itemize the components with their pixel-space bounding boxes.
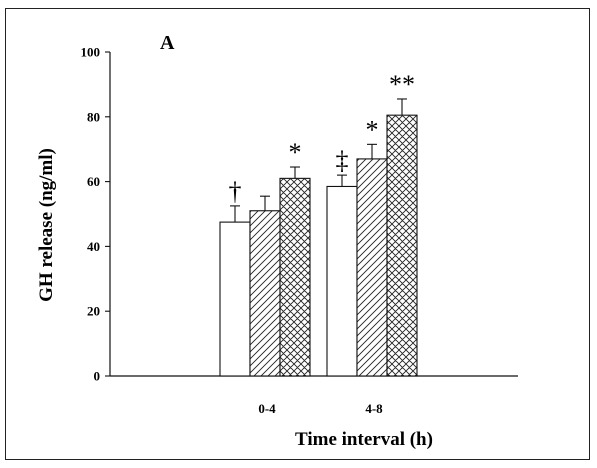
significance-marker: ** <box>389 70 415 99</box>
y-tick-label: 60 <box>87 174 100 189</box>
x-axis-label: Time interval (h) <box>295 429 433 450</box>
y-axis-label: GH release (ng/ml) <box>36 148 57 302</box>
significance-marker: ‡ <box>336 146 349 175</box>
y-tick-label: 20 <box>87 304 100 319</box>
bar <box>219 221 251 377</box>
y-axis: 0 20 40 60 80 100 <box>81 45 111 384</box>
panel-label: A <box>160 32 175 54</box>
y-tick-label: 100 <box>81 45 101 60</box>
significance-marker: † <box>229 177 242 206</box>
x-tick-label: 0-4 <box>258 401 276 416</box>
x-tick-label: 4-8 <box>365 401 383 416</box>
y-tick-label: 40 <box>87 239 100 254</box>
y-tick-label: 0 <box>94 369 101 384</box>
x-axis: 0-4 4-8 <box>110 375 518 416</box>
figure-frame <box>5 8 590 460</box>
bars-group: †* ‡*** <box>219 70 418 377</box>
significance-marker: * <box>289 138 302 167</box>
bar <box>326 185 358 377</box>
bar <box>249 210 281 377</box>
bar <box>356 158 388 377</box>
significance-marker: * <box>366 115 379 144</box>
bar <box>279 177 311 377</box>
bar <box>386 114 418 377</box>
y-tick-label: 80 <box>87 109 100 124</box>
